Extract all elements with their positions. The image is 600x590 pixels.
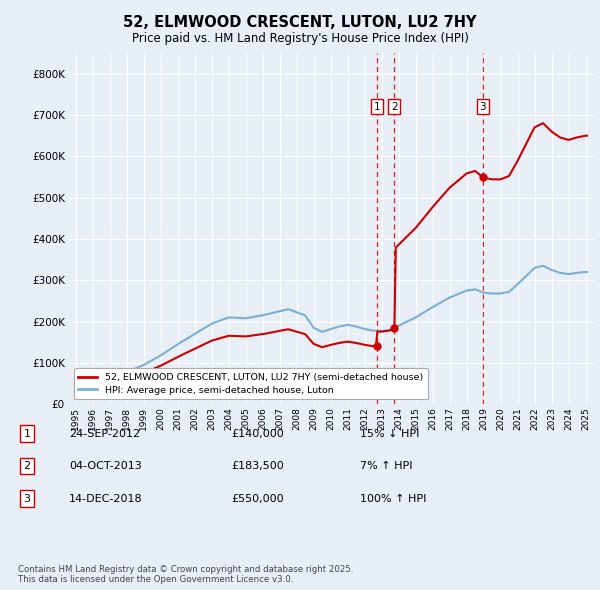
Text: 2: 2 [23,461,31,471]
Text: 2: 2 [391,102,398,112]
Text: 04-OCT-2013: 04-OCT-2013 [69,461,142,471]
Text: 100% ↑ HPI: 100% ↑ HPI [360,494,427,503]
Text: £183,500: £183,500 [231,461,284,471]
Text: 52, ELMWOOD CRESCENT, LUTON, LU2 7HY: 52, ELMWOOD CRESCENT, LUTON, LU2 7HY [123,15,477,30]
Text: 1: 1 [23,429,31,438]
Text: Contains HM Land Registry data © Crown copyright and database right 2025.
This d: Contains HM Land Registry data © Crown c… [18,565,353,584]
Text: 1: 1 [374,102,380,112]
Legend: 52, ELMWOOD CRESCENT, LUTON, LU2 7HY (semi-detached house), HPI: Average price, : 52, ELMWOOD CRESCENT, LUTON, LU2 7HY (se… [74,368,428,399]
Text: 14-DEC-2018: 14-DEC-2018 [69,494,143,503]
Text: 24-SEP-2012: 24-SEP-2012 [69,429,140,438]
Text: Price paid vs. HM Land Registry's House Price Index (HPI): Price paid vs. HM Land Registry's House … [131,32,469,45]
Text: £140,000: £140,000 [231,429,284,438]
Text: £550,000: £550,000 [231,494,284,503]
Text: 3: 3 [479,102,486,112]
Text: 7% ↑ HPI: 7% ↑ HPI [360,461,413,471]
Text: 15% ↓ HPI: 15% ↓ HPI [360,429,419,438]
Text: 3: 3 [23,494,31,503]
